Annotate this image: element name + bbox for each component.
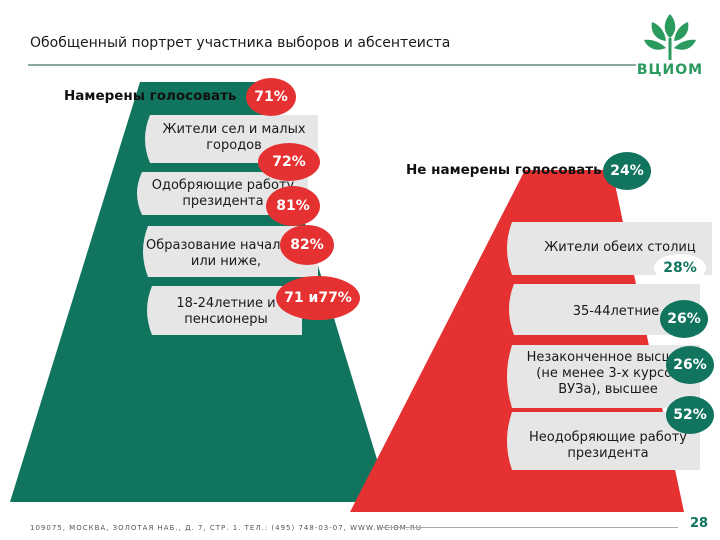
left-block-2 bbox=[137, 172, 308, 215]
left-block-2-line2: президента bbox=[182, 194, 264, 209]
left-block-2-line1: Одобряющие работу bbox=[151, 178, 295, 193]
left-block-4-line1: 18-24летние и bbox=[176, 296, 276, 311]
right-block-4-line2: президента bbox=[567, 446, 649, 461]
left-block-3-line2: или ниже, bbox=[190, 254, 262, 269]
left-block-4 bbox=[147, 286, 302, 335]
right-header: Не намерены голосовать bbox=[406, 162, 602, 178]
left-block-1-line1: Жители сел и малых bbox=[162, 122, 306, 137]
left-block-1-badge: 72% bbox=[258, 143, 320, 181]
right-block-1-text: Жители обеих столиц bbox=[530, 240, 710, 256]
vciom-logo-icon bbox=[644, 14, 696, 60]
left-block-2-badge: 81% bbox=[266, 186, 320, 226]
right-block-3-badge: 26% bbox=[666, 346, 714, 384]
left-block-3-line1: Образование начальное bbox=[146, 238, 313, 253]
right-block-2-text: 35-44летние bbox=[556, 304, 676, 320]
left-block-3-badge: 82% bbox=[280, 225, 334, 265]
right-block-4-text: Неодобряющие работу президента bbox=[516, 430, 700, 462]
left-block-4-line2: пенсионеры bbox=[184, 312, 268, 327]
right-block-3-line2: (не менее 3-х курсов bbox=[536, 366, 680, 381]
right-block-1-badge: 28% bbox=[654, 254, 706, 282]
right-block-1-line1: Жители обеих столиц bbox=[544, 240, 696, 255]
right-block-2-line1: 35-44летние bbox=[572, 304, 660, 319]
right-block-2 bbox=[509, 284, 700, 335]
left-block-1-line2: городов bbox=[206, 138, 262, 153]
left-block-4-badge: 71 и77% bbox=[276, 276, 360, 320]
left-block-3 bbox=[143, 226, 318, 277]
right-header-badge: 24% bbox=[603, 152, 651, 190]
right-block-3-line1: Незаконченное высшее bbox=[526, 350, 690, 365]
left-header-badge: 71% bbox=[246, 78, 296, 116]
left-block-3-text: Образование начальное или ниже, bbox=[146, 238, 313, 270]
page-title: Обобщенный портрет участника выборов и а… bbox=[30, 35, 451, 51]
brand-name: ВЦИОМ bbox=[636, 62, 704, 78]
left-header: Намерены голосовать bbox=[64, 88, 237, 104]
right-block-3-text: Незаконченное высшее (не менее 3-х курсо… bbox=[518, 350, 698, 398]
right-block-3 bbox=[507, 345, 700, 408]
right-block-4 bbox=[507, 412, 700, 470]
footer-contacts: 109075, МОСКВА, ЗОЛОТАЯ НАБ., Д. 7, СТР.… bbox=[30, 524, 422, 532]
title-divider bbox=[28, 64, 636, 66]
right-block-3-line3: ВУЗа), высшее bbox=[558, 382, 658, 397]
page-number: 28 bbox=[690, 516, 709, 531]
footer-divider bbox=[378, 527, 678, 528]
left-block-4-text: 18-24летние и пенсионеры bbox=[156, 296, 296, 328]
right-block-4-badge: 52% bbox=[666, 396, 714, 434]
left-block-1-text: Жители сел и малых городов bbox=[150, 122, 318, 154]
left-block-2-text: Одобряющие работу президента bbox=[138, 178, 308, 210]
right-block-4-line1: Неодобряющие работу bbox=[529, 430, 687, 445]
right-block-2-badge: 26% bbox=[660, 300, 708, 338]
